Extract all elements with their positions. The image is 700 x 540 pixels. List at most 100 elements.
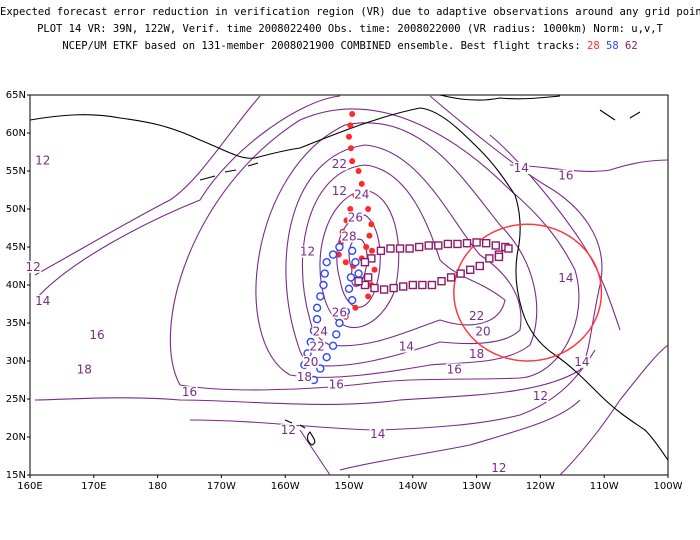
track62-point	[354, 277, 363, 286]
track62-point	[360, 258, 370, 267]
track62-point	[389, 283, 398, 293]
contour-label: 20	[303, 355, 318, 369]
contour-label: 18	[469, 347, 484, 361]
contour-label-bg	[557, 272, 574, 285]
contour-16-east	[509, 159, 669, 172]
contour-14	[34, 95, 603, 405]
contour-label: 14	[514, 161, 529, 175]
contour-label: 12	[281, 423, 296, 437]
contour-label-bg	[88, 329, 105, 342]
track58-point	[344, 284, 354, 293]
contour-label-bg	[76, 363, 93, 376]
contour-label: 22	[332, 157, 347, 171]
lat-label: 45N	[6, 242, 26, 253]
track62-point	[376, 246, 386, 256]
header-line-3-prefix: NCEP/UM ETKF based on 131-member 2008021…	[62, 40, 581, 52]
track62-point	[434, 241, 443, 250]
contour-label-bg	[280, 424, 297, 437]
lat-label: 35N	[6, 318, 26, 329]
track28-point	[347, 122, 354, 129]
track62-point	[427, 280, 437, 290]
contour-label: 16	[447, 362, 462, 376]
track62-point	[472, 238, 481, 247]
track28-point	[366, 232, 373, 239]
track58-point	[335, 242, 344, 252]
track62-point	[481, 238, 491, 248]
lon-label: 120W	[526, 481, 555, 492]
contour-label: 16	[558, 169, 573, 183]
contour-16	[169, 108, 580, 391]
track62-point	[379, 285, 389, 294]
contour-label-bg	[309, 340, 326, 353]
track28-point	[365, 293, 372, 300]
track62-point	[405, 244, 414, 253]
contour-14-south	[189, 349, 596, 431]
contour-labels: 1212141416161818162022242628262422222018…	[25, 153, 590, 475]
lon-label: 140W	[398, 481, 427, 492]
track58-point	[312, 303, 322, 312]
contour-label-bg	[331, 306, 348, 319]
contour-label-bg	[490, 462, 507, 475]
track-62-label: 62	[625, 40, 638, 52]
contour-label-bg	[312, 325, 329, 338]
contour-label: 12	[491, 461, 506, 475]
track58-point	[332, 330, 341, 339]
track62-point	[386, 244, 395, 253]
track28-point	[347, 206, 354, 212]
track62-point	[462, 238, 472, 248]
northern-coast	[439, 94, 641, 121]
track58-point	[316, 292, 325, 301]
track28-point	[349, 111, 356, 117]
lon-label: 170E	[81, 481, 106, 492]
contour-label: 22	[309, 340, 324, 354]
verification-region-circle	[453, 223, 603, 362]
lat-label: 25N	[6, 394, 26, 405]
track28-point	[349, 158, 356, 165]
contour-label-bg	[513, 162, 530, 174]
contour-label-bg	[34, 295, 51, 307]
track62-point	[446, 273, 456, 282]
header-line-3: NCEP/UM ETKF based on 131-member 2008021…	[0, 38, 700, 55]
track62-point	[475, 261, 484, 271]
contour-label-bg	[474, 325, 491, 338]
track62-point	[485, 254, 494, 263]
contour-label: 22	[469, 309, 484, 323]
contour-label-bg	[341, 230, 357, 243]
track28-point	[363, 244, 370, 250]
contour-label-bg	[369, 428, 386, 440]
hawaii	[284, 419, 316, 446]
track62-point	[491, 241, 500, 250]
vr-circle	[453, 223, 603, 362]
lon-label: 150W	[335, 481, 364, 492]
track58-point	[351, 258, 360, 267]
contour-12-west	[34, 95, 261, 276]
contour-label: 16	[182, 385, 197, 399]
contour-label-bg	[328, 378, 345, 391]
contour-label: 14	[399, 340, 414, 354]
contour-label-bg	[34, 154, 51, 167]
contour-label: 26	[348, 210, 363, 224]
lon-label: 110W	[590, 481, 619, 492]
track28-point	[368, 221, 375, 228]
track28-point	[347, 145, 354, 152]
track58-point	[347, 246, 357, 256]
contour-label-bg	[557, 169, 574, 182]
contour-label: 14	[574, 355, 589, 369]
plot-header: Expected forecast error reduction in ver…	[0, 4, 700, 55]
contour-label-bg	[299, 245, 316, 258]
lon-label: 170W	[207, 481, 236, 492]
contour-label: 12	[300, 245, 315, 259]
alaska-coast	[29, 107, 669, 461]
track58-point	[354, 269, 363, 278]
contour-label: 12	[533, 389, 548, 403]
coastlines	[29, 94, 669, 461]
lat-label: 55N	[6, 166, 26, 177]
header-line-2: PLOT 14 VR: 39N, 122W, Verif. time 20080…	[37, 23, 663, 35]
track58-point	[322, 353, 331, 362]
track28-point	[358, 180, 365, 187]
lon-label: 180	[148, 481, 167, 492]
track62-point	[370, 283, 379, 293]
contour-14-east	[489, 134, 621, 331]
track62-point	[363, 273, 373, 282]
